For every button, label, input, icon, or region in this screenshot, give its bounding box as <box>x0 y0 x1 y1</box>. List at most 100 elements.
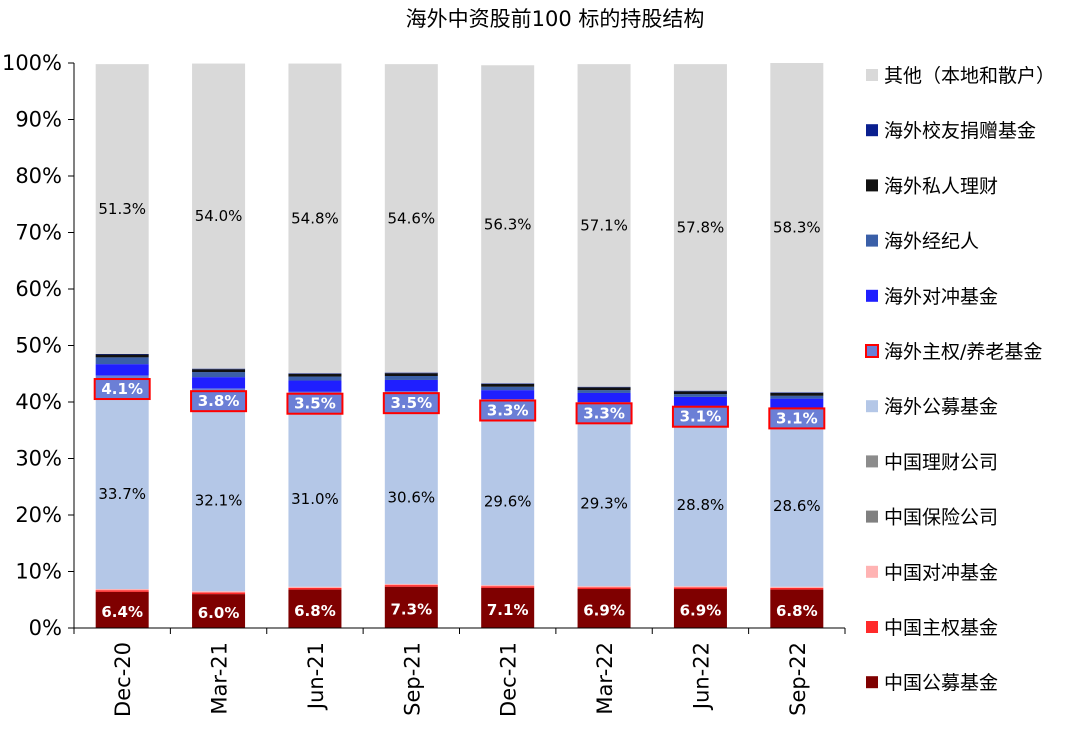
bar-segment <box>481 586 535 588</box>
highlight-box <box>286 392 344 415</box>
bar-segment <box>192 372 246 378</box>
bar-segment <box>770 425 824 587</box>
x-tick-label: Mar-21 <box>208 642 232 715</box>
x-tick-label: Sep-21 <box>400 642 424 716</box>
legend-label: 海外校友捐赠基金 <box>884 120 1036 142</box>
legend-swatch <box>866 676 878 689</box>
bar-segment <box>577 587 631 590</box>
bar-segment <box>95 589 149 591</box>
data-label: 6.8% <box>776 602 818 620</box>
bar-segment <box>288 63 342 374</box>
data-label: 4.1% <box>101 380 143 398</box>
legend-swatch <box>866 565 878 578</box>
bar-segment <box>770 63 824 393</box>
bar-stack: 6.4% 33.7% 4.1% 51.3% <box>93 64 151 628</box>
legend-swatch <box>866 179 878 192</box>
bar-stack: 7.3% 30.6% 3.5% 54.6% <box>382 64 440 628</box>
bar-segment <box>192 409 246 592</box>
data-label: 57.8% <box>677 218 725 236</box>
bar-segment <box>770 586 824 588</box>
bar-segment <box>770 392 824 396</box>
legend-swatch <box>866 510 878 523</box>
data-label: 57.1% <box>580 216 628 234</box>
legend-item: 中国主权基金 <box>866 617 998 639</box>
bar-segment <box>384 411 438 584</box>
y-axis: 0% 10% 20% 30% 40% 50% 60% 70% 80% 90% 100% <box>2 51 75 640</box>
data-label: 3.3% <box>487 401 529 419</box>
bar-segment <box>95 354 149 358</box>
bar-segment <box>95 591 149 628</box>
bar-stack: 7.1% 29.6% 3.3% 56.3% <box>479 65 537 628</box>
bar-segment <box>673 589 727 628</box>
bar-segment <box>577 390 631 393</box>
bar-segment <box>577 386 631 388</box>
data-label: 54.6% <box>387 209 435 227</box>
legend-label: 海外主权/养老基金 <box>884 341 1042 363</box>
bar-segment <box>95 590 149 592</box>
bar-segment <box>673 394 727 397</box>
highlight-box <box>190 390 248 413</box>
x-tick-label: Dec-21 <box>497 642 521 717</box>
bar-segment <box>288 373 342 374</box>
legend-item: 海外主权/养老基金 <box>865 341 1042 363</box>
data-label: 31.0% <box>291 490 339 508</box>
bar-segment <box>192 594 246 628</box>
bar-segment <box>192 377 246 389</box>
bar-segment <box>481 587 535 628</box>
bar-segment <box>577 589 631 628</box>
legend-item: 海外私人理财 <box>866 175 998 197</box>
highlight-box <box>671 405 729 428</box>
bar-segment <box>673 587 727 590</box>
y-tick-label: 90% <box>15 108 62 132</box>
data-label: 32.1% <box>195 492 243 510</box>
legend-swatch <box>866 289 878 302</box>
data-label: 6.0% <box>198 604 240 622</box>
bar-segment <box>481 390 535 400</box>
legend-item: 其他（本地和散户） <box>866 65 1055 87</box>
bar-segment <box>288 411 342 587</box>
legend-item: 中国对冲基金 <box>866 562 998 584</box>
bar-segment <box>770 398 824 408</box>
bar-segment <box>481 585 535 587</box>
x-axis: Dec-20 Mar-21 Jun-21 Sep-21 Dec-21 Mar-22 Jun-… <box>73 627 846 717</box>
legend-label: 中国主权基金 <box>884 617 998 639</box>
y-tick-label: 40% <box>15 390 62 414</box>
legend-label: 海外公募基金 <box>884 396 998 418</box>
bar-segment <box>192 63 246 369</box>
bar-segment <box>673 423 727 587</box>
chart-title: 海外中资股前100 标的持股结构 <box>406 7 705 31</box>
legend-swatch <box>866 69 878 81</box>
bar-segment <box>577 64 631 387</box>
bar-segment <box>577 586 631 588</box>
data-label: 3.5% <box>294 395 336 413</box>
bar-segment <box>192 369 246 373</box>
data-label: 3.1% <box>680 408 722 426</box>
data-label: 7.3% <box>391 600 433 618</box>
legend-label: 中国理财公司 <box>884 451 998 473</box>
legend-item: 中国公募基金 <box>866 672 998 694</box>
bar-segment <box>95 353 149 355</box>
legend-item: 海外校友捐赠基金 <box>866 120 1036 142</box>
bar-segment <box>192 592 246 595</box>
bar-segment <box>673 390 727 392</box>
x-tick-label: Dec-20 <box>111 642 135 717</box>
bar-segment <box>577 392 631 402</box>
data-label: 6.4% <box>101 603 143 621</box>
bar-segment <box>481 417 535 586</box>
y-tick-label: 0% <box>29 616 62 640</box>
bar-stack: 6.8% 31.0% 3.5% 54.8% <box>286 63 344 628</box>
bar-segment <box>384 583 438 586</box>
bar-segment <box>673 396 727 406</box>
legend-item: 海外公募基金 <box>866 396 998 418</box>
data-label: 29.6% <box>484 492 532 510</box>
bar-segment <box>577 387 631 391</box>
highlight-box <box>575 402 633 425</box>
legend-swatch <box>866 234 878 247</box>
bar-segment <box>673 64 727 391</box>
highlight-box <box>768 407 826 430</box>
bar-segment <box>384 64 438 373</box>
bar-segment <box>384 379 438 392</box>
data-label: 56.3% <box>484 215 532 233</box>
bar-segment <box>288 587 342 590</box>
